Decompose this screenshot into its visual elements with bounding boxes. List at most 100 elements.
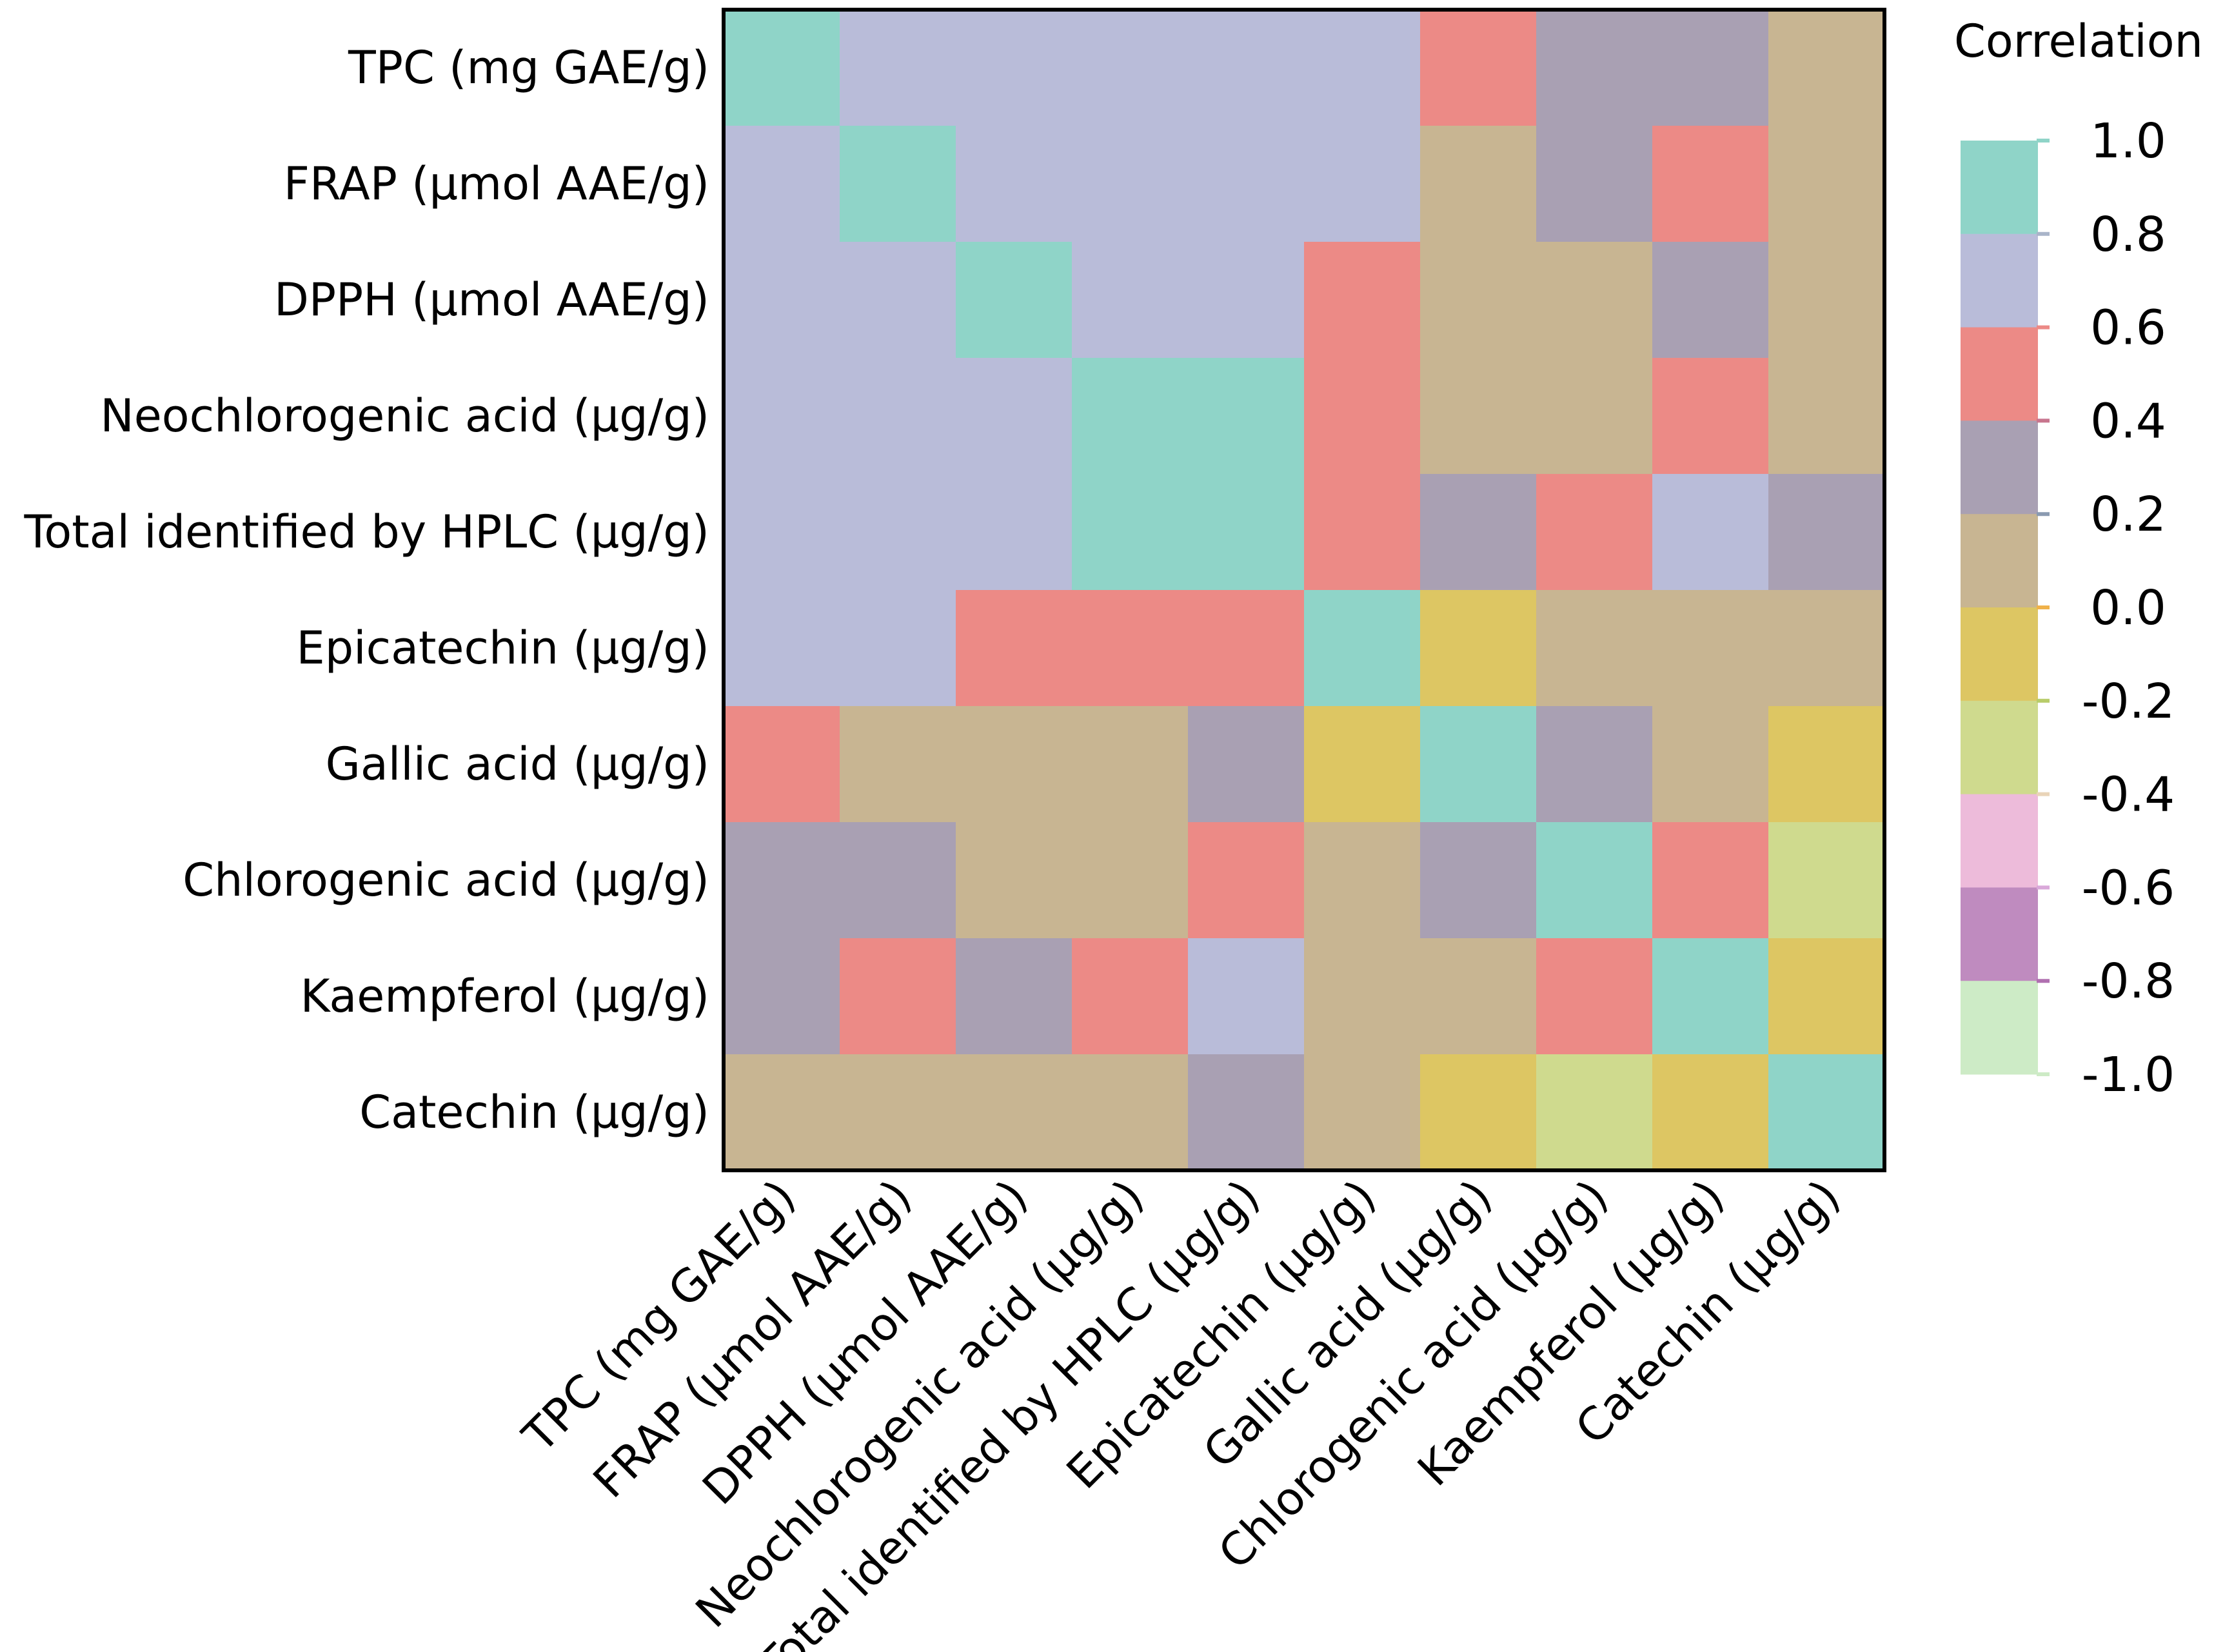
heatmap-cell xyxy=(956,10,1072,126)
heatmap-cell xyxy=(840,474,956,591)
row-label: Gallic acid (μg/g) xyxy=(326,738,709,791)
heatmap-cell xyxy=(1188,1054,1305,1171)
legend-bin xyxy=(1961,327,2038,421)
heatmap-cell xyxy=(956,358,1072,475)
legend-bin xyxy=(1961,887,2038,981)
heatmap-cell xyxy=(1536,358,1653,475)
heatmap-cell xyxy=(840,358,956,475)
heatmap-cell xyxy=(724,126,840,242)
legend-tick-label: 0.8 xyxy=(2090,207,2166,262)
heatmap-cell xyxy=(1652,358,1769,475)
heatmap-cell xyxy=(956,822,1072,939)
heatmap-cell xyxy=(1188,938,1305,1055)
heatmap-cell xyxy=(1652,1054,1769,1171)
row-label: FRAP (μmol AAE/g) xyxy=(284,157,709,210)
legend-bin xyxy=(1961,514,2038,608)
heatmap-cell xyxy=(1652,10,1769,126)
legend-tick-label: 0.4 xyxy=(2090,393,2166,449)
color-legend: Correlation 1.0 0.8 0.6 0.4 0.2 0.0 -0.2 -0.4 -0… xyxy=(1954,15,2203,1103)
row-label: Total identified by HPLC (μg/g) xyxy=(24,506,709,558)
column-labels: TPC (mg GAE/g)FRAP (μmol AAE/g)DPPH (μmo… xyxy=(512,1170,1850,1652)
heatmap-cell xyxy=(840,242,956,359)
heatmap-cell xyxy=(1652,590,1769,707)
heatmap-cell xyxy=(1304,358,1421,475)
heatmap-cell xyxy=(1768,474,1885,591)
heatmap-cell xyxy=(1768,590,1885,707)
legend-bin xyxy=(1961,794,2038,888)
heatmap-cell xyxy=(1536,474,1653,591)
row-label: Chlorogenic acid (μg/g) xyxy=(183,854,709,907)
legend-bin xyxy=(1961,141,2038,235)
legend-bin xyxy=(1961,607,2038,702)
heatmap-cell xyxy=(840,1054,956,1171)
heatmap-cell xyxy=(1072,358,1189,475)
heatmap-cell xyxy=(1072,126,1189,242)
heatmap-cell xyxy=(1420,358,1537,475)
heatmap-cell xyxy=(1304,474,1421,591)
heatmap-cell xyxy=(1072,706,1189,823)
heatmap-cell xyxy=(1768,126,1885,242)
heatmap-cell xyxy=(1768,938,1885,1055)
heatmap-cell xyxy=(1072,1054,1189,1171)
heatmap-cell xyxy=(1420,10,1537,126)
legend-tick-label: -0.4 xyxy=(2082,767,2175,823)
row-labels: TPC (mg GAE/g) FRAP (μmol AAE/g) DPPH (μmo… xyxy=(24,41,709,1139)
row-label: Catechin (μg/g) xyxy=(359,1086,709,1139)
heatmap-cell xyxy=(1304,10,1421,126)
legend-bin xyxy=(1961,981,2038,1075)
heatmap-cell xyxy=(1652,938,1769,1055)
heatmap-cell xyxy=(1420,938,1537,1055)
legend-bin xyxy=(1961,420,2038,515)
heatmap-cell xyxy=(840,938,956,1055)
heatmap-cell xyxy=(1188,126,1305,242)
heatmap-cell xyxy=(1072,938,1189,1055)
heatmap-cell xyxy=(956,242,1072,359)
heatmap-cell xyxy=(1536,126,1653,242)
heatmap-cell xyxy=(1420,706,1537,823)
heatmap-cell xyxy=(1536,706,1653,823)
heatmap-cell xyxy=(1768,242,1885,359)
heatmap-cell xyxy=(1536,10,1653,126)
heatmap-cell xyxy=(1304,242,1421,359)
heatmap-cell xyxy=(1768,822,1885,939)
heatmap-cell xyxy=(1072,822,1189,939)
heatmap-cell xyxy=(1420,242,1537,359)
heatmap-cell xyxy=(840,706,956,823)
heatmap-cell xyxy=(724,10,840,126)
heatmap-cell xyxy=(1188,474,1305,591)
heatmap-cell xyxy=(1304,590,1421,707)
heatmap-cell xyxy=(956,126,1072,242)
heatmap-cell xyxy=(1304,938,1421,1055)
heatmap-cell xyxy=(1536,242,1653,359)
heatmap-cell xyxy=(956,938,1072,1055)
heatmap-frame xyxy=(722,8,1886,1172)
heatmap-cell xyxy=(1072,590,1189,707)
heatmap-cell xyxy=(724,474,840,591)
heatmap-cell xyxy=(1188,10,1305,126)
heatmap-cell xyxy=(1072,242,1189,359)
heatmap-cell xyxy=(1536,1054,1653,1171)
heatmap-cell xyxy=(1188,242,1305,359)
heatmap-cell xyxy=(1652,474,1769,591)
heatmap-cell xyxy=(1420,474,1537,591)
heatmap-cell xyxy=(1304,1054,1421,1171)
heatmap-cell xyxy=(956,1054,1072,1171)
row-label: DPPH (μmol AAE/g) xyxy=(274,273,709,326)
legend-tick-label: 0.0 xyxy=(2090,580,2166,636)
heatmap-cells xyxy=(724,10,1885,1171)
heatmap-cell xyxy=(1188,358,1305,475)
heatmap-cell xyxy=(1536,590,1653,707)
heatmap-cell xyxy=(724,1054,840,1171)
heatmap-cell xyxy=(840,126,956,242)
heatmap-cell xyxy=(956,706,1072,823)
heatmap-cell xyxy=(724,242,840,359)
legend-bins xyxy=(1961,141,2038,1075)
heatmap-cell xyxy=(1652,706,1769,823)
heatmap-cell xyxy=(1536,822,1653,939)
heatmap-cell xyxy=(840,590,956,707)
row-label: Neochlorogenic acid (μg/g) xyxy=(100,389,709,442)
heatmap-cell xyxy=(1768,358,1885,475)
heatmap-cell xyxy=(724,938,840,1055)
heatmap-cell xyxy=(1188,590,1305,707)
